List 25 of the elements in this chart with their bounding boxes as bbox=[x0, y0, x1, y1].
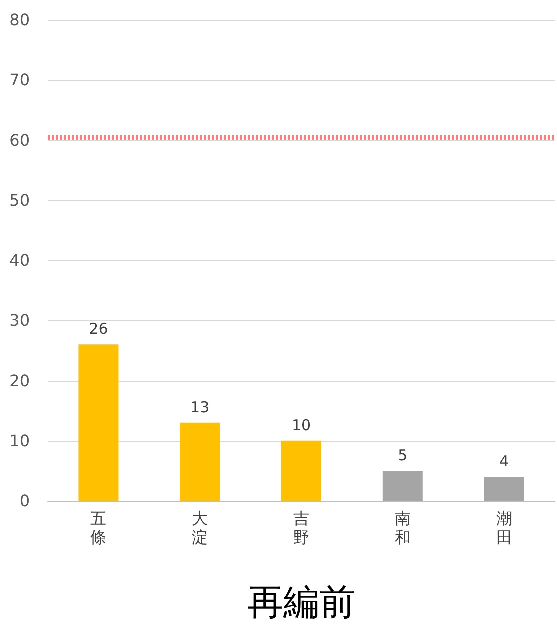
y-tick-label: 30 bbox=[10, 311, 30, 330]
data-label: 26 bbox=[89, 320, 108, 338]
bar bbox=[180, 422, 220, 501]
y-tick-label: 40 bbox=[10, 251, 30, 270]
y-tick-label: 70 bbox=[10, 70, 30, 90]
x-tick-label: 南和 bbox=[394, 509, 411, 547]
x-tick-label: 吉野 bbox=[294, 509, 310, 547]
data-label: 10 bbox=[292, 416, 312, 434]
y-tick-label: 10 bbox=[10, 431, 30, 450]
y-tick-label: 80 bbox=[10, 10, 30, 30]
y-tick-label: 50 bbox=[10, 190, 30, 210]
data-label: 4 bbox=[500, 452, 510, 470]
data-label: 13 bbox=[190, 398, 210, 416]
x-tick-label: 五條 bbox=[90, 509, 107, 547]
bar bbox=[78, 344, 119, 501]
y-tick-label: 60 bbox=[10, 130, 30, 150]
x-axis-title: 再編前 bbox=[248, 582, 356, 624]
x-tick-label: 大淀 bbox=[192, 509, 208, 547]
bar bbox=[382, 470, 423, 501]
x-tick-label: 潮田 bbox=[496, 509, 512, 547]
y-tick-label: 20 bbox=[10, 371, 30, 390]
data-label: 5 bbox=[398, 446, 408, 464]
bar bbox=[282, 440, 322, 501]
bar bbox=[484, 476, 524, 501]
y-tick-label: 0 bbox=[20, 492, 30, 510]
